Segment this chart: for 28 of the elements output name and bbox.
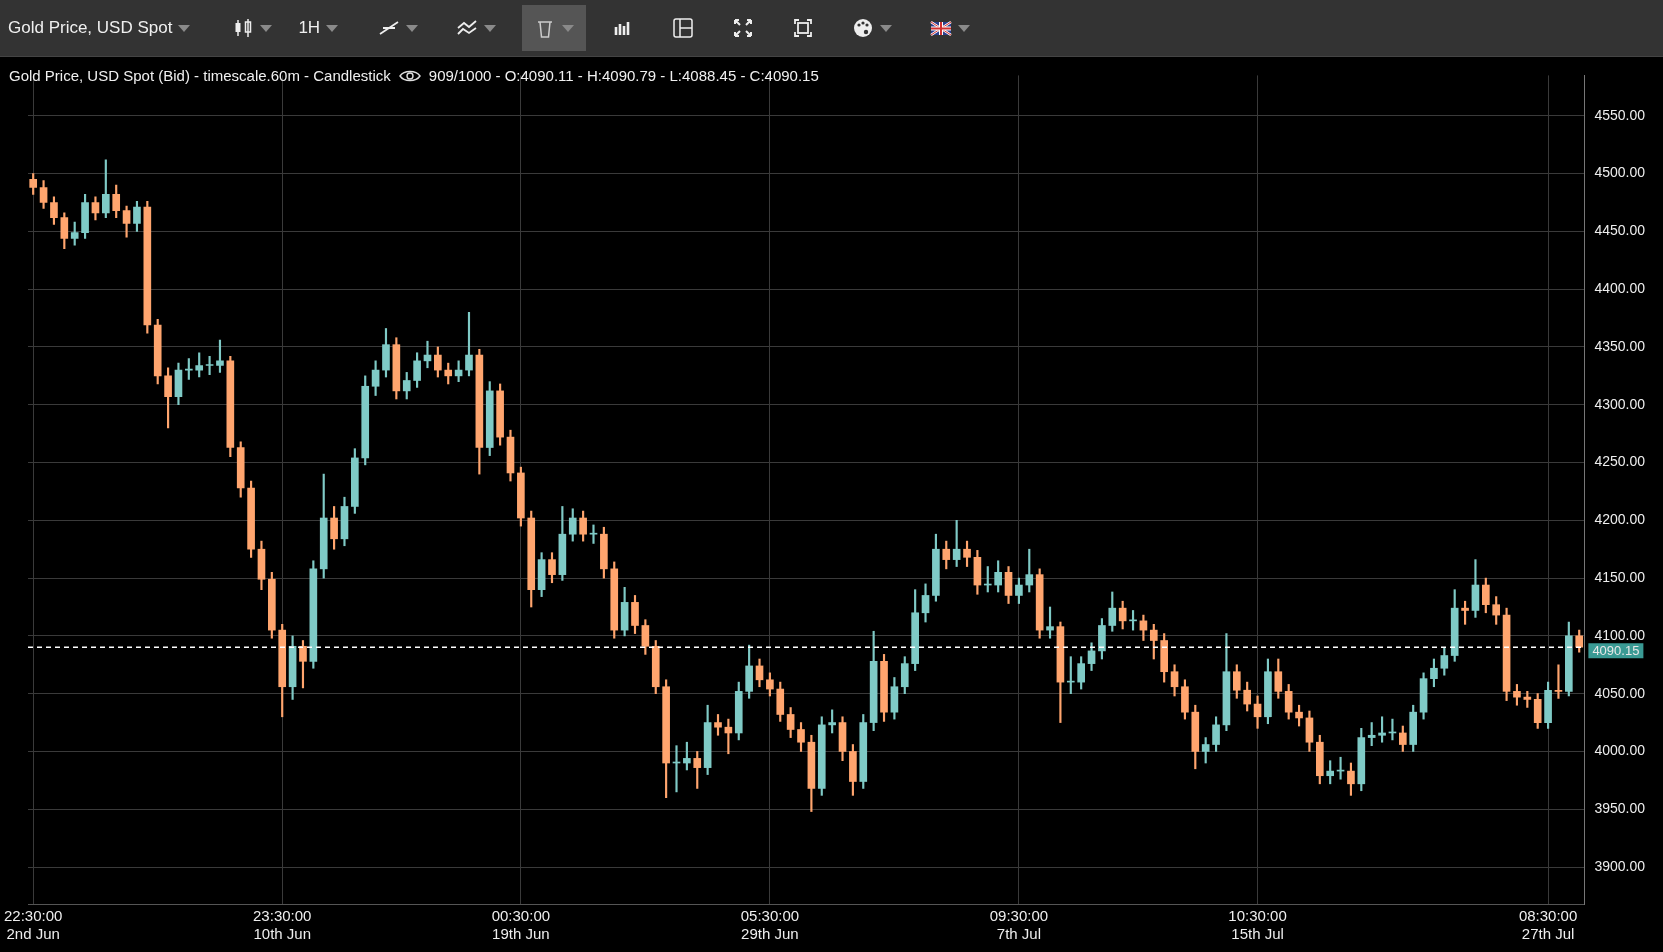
- y-tick-label: 4400.00: [1594, 280, 1646, 297]
- y-tick-label: 4100.00: [1594, 626, 1646, 643]
- y-tick-label: 4500.00: [1594, 164, 1646, 181]
- y-tick-label: 4300.00: [1594, 395, 1646, 412]
- text: 1H: [298, 18, 321, 38]
- y-tick-label: 4050.00: [1594, 684, 1646, 701]
- y-tick-label: 4450.00: [1594, 222, 1646, 239]
- y-tick-label: 3900.00: [1594, 857, 1646, 874]
- ref-line-label: 4090.15: [1592, 642, 1640, 658]
- y-tick-label: 4550.00: [1594, 106, 1646, 123]
- x-tick-label: 09:30:00 7th Jul: [989, 907, 1049, 943]
- x-tick-label: 00:30:00 19th Jun: [491, 907, 551, 943]
- candlestick: [589, 524, 598, 544]
- chart-title: Gold Price, USD Spot (Bid) - timescale.60m - Candlestick: [9, 67, 391, 84]
- annotation: 909/1000 - O:4090.11 - H:4090.79 - L:4088.45 - C:4090.15: [428, 67, 819, 84]
- y-tick-label: 4150.00: [1594, 568, 1646, 585]
- y-tick-label: 4000.00: [1594, 742, 1646, 759]
- x-tick-label: 05:30:00 29th Jun: [740, 907, 800, 943]
- y-tick-label: 3950.00: [1594, 800, 1646, 817]
- y-tick-label: 4250.00: [1594, 453, 1646, 470]
- candlestick: [1554, 664, 1563, 699]
- y-tick-label: 4200.00: [1594, 511, 1646, 528]
- x-tick-label: 10:30:00 15th Jul: [1228, 907, 1287, 943]
- text: Gold Price, USD Spot: [8, 18, 173, 38]
- x-tick-label: 22:30:00 2nd Jun: [4, 907, 63, 943]
- x-tick-label: 23:30:00 10th Jun: [253, 907, 312, 943]
- x-tick-label: 08:30:00 27th Jul: [1518, 907, 1578, 943]
- y-tick-label: 4350.00: [1594, 337, 1646, 354]
